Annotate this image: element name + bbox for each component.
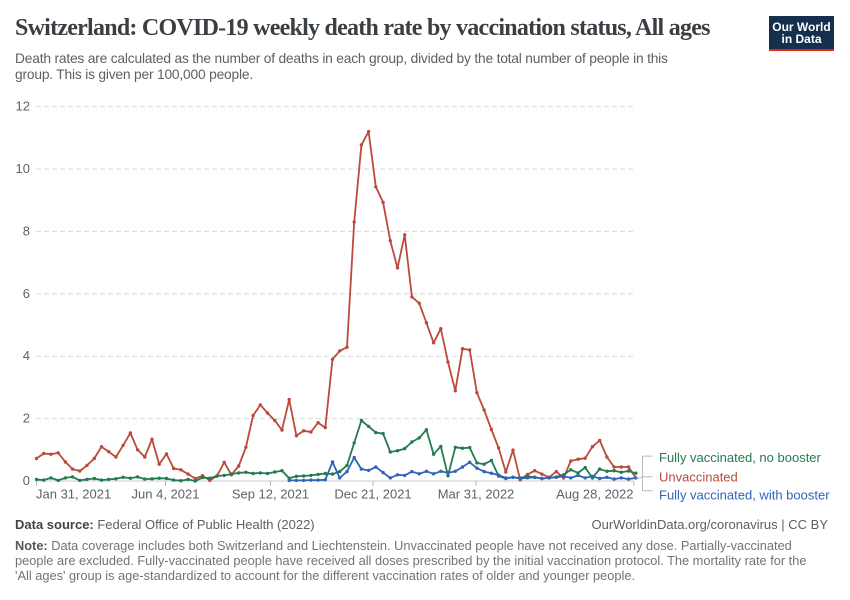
svg-text:Dec 21, 2021: Dec 21, 2021 xyxy=(334,487,411,502)
svg-text:Fully vaccinated, no booster: Fully vaccinated, no booster xyxy=(659,450,822,465)
svg-text:4: 4 xyxy=(23,348,30,363)
svg-text:10: 10 xyxy=(16,161,30,176)
svg-text:Sep 12, 2021: Sep 12, 2021 xyxy=(232,487,309,502)
svg-text:Mar 31, 2022: Mar 31, 2022 xyxy=(438,487,515,502)
svg-text:Unvaccinated: Unvaccinated xyxy=(659,469,738,484)
svg-text:8: 8 xyxy=(23,223,30,238)
svg-text:Jan 31, 2021: Jan 31, 2021 xyxy=(36,487,111,502)
svg-text:6: 6 xyxy=(23,286,30,301)
svg-text:Aug 28, 2022: Aug 28, 2022 xyxy=(556,487,633,502)
svg-text:2: 2 xyxy=(23,411,30,426)
svg-text:Jun 4, 2021: Jun 4, 2021 xyxy=(132,487,200,502)
svg-text:12: 12 xyxy=(16,99,30,114)
svg-text:0: 0 xyxy=(23,473,30,488)
svg-text:Fully vaccinated, with booster: Fully vaccinated, with booster xyxy=(659,487,830,502)
